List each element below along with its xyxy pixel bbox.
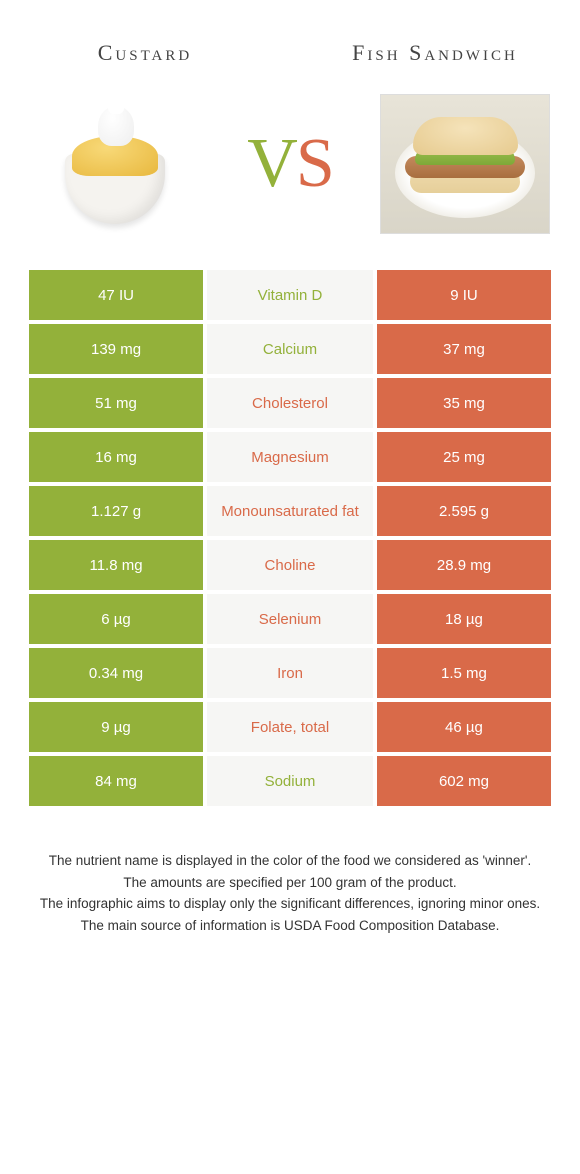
nutrient-label: Sodium bbox=[207, 756, 373, 806]
table-row: 6 µgSelenium18 µg bbox=[29, 594, 551, 644]
right-value: 18 µg bbox=[377, 594, 551, 644]
right-food-image bbox=[375, 91, 555, 236]
nutrient-label: Selenium bbox=[207, 594, 373, 644]
nutrient-label: Vitamin D bbox=[207, 270, 373, 320]
sandwich-icon bbox=[380, 94, 550, 234]
table-row: 9 µgFolate, total46 µg bbox=[29, 702, 551, 752]
vs-v: V bbox=[247, 125, 296, 202]
right-value: 37 mg bbox=[377, 324, 551, 374]
left-value: 84 mg bbox=[29, 756, 203, 806]
footer-line: The main source of information is USDA F… bbox=[31, 915, 549, 937]
table-row: 139 mgCalcium37 mg bbox=[29, 324, 551, 374]
nutrient-label: Iron bbox=[207, 648, 373, 698]
right-value: 1.5 mg bbox=[377, 648, 551, 698]
left-value: 0.34 mg bbox=[29, 648, 203, 698]
vs-s: S bbox=[296, 125, 333, 202]
header: Custard Fish Sandwich bbox=[25, 40, 555, 66]
nutrient-label: Folate, total bbox=[207, 702, 373, 752]
table-row: 51 mgCholesterol35 mg bbox=[29, 378, 551, 428]
table-row: 84 mgSodium602 mg bbox=[29, 756, 551, 806]
custard-icon bbox=[50, 104, 180, 224]
right-value: 602 mg bbox=[377, 756, 551, 806]
right-value: 25 mg bbox=[377, 432, 551, 482]
nutrient-label: Monounsaturated fat bbox=[207, 486, 373, 536]
images-row: VS bbox=[25, 91, 555, 236]
nutrient-label: Cholesterol bbox=[207, 378, 373, 428]
nutrient-label: Choline bbox=[207, 540, 373, 590]
right-food-title: Fish Sandwich bbox=[315, 40, 555, 66]
right-value: 35 mg bbox=[377, 378, 551, 428]
left-value: 16 mg bbox=[29, 432, 203, 482]
table-row: 47 IUVitamin D9 IU bbox=[29, 270, 551, 320]
left-value: 1.127 g bbox=[29, 486, 203, 536]
nutrient-table: 47 IUVitamin D9 IU139 mgCalcium37 mg51 m… bbox=[25, 266, 555, 810]
nutrient-label: Magnesium bbox=[207, 432, 373, 482]
table-row: 16 mgMagnesium25 mg bbox=[29, 432, 551, 482]
left-food-title: Custard bbox=[25, 40, 265, 66]
nutrient-label: Calcium bbox=[207, 324, 373, 374]
table-row: 0.34 mgIron1.5 mg bbox=[29, 648, 551, 698]
left-value: 6 µg bbox=[29, 594, 203, 644]
left-food-image bbox=[25, 91, 205, 236]
footer-notes: The nutrient name is displayed in the co… bbox=[25, 850, 555, 936]
footer-line: The amounts are specified per 100 gram o… bbox=[31, 872, 549, 894]
table-row: 11.8 mgCholine28.9 mg bbox=[29, 540, 551, 590]
left-value: 139 mg bbox=[29, 324, 203, 374]
left-value: 51 mg bbox=[29, 378, 203, 428]
vs-label: VS bbox=[247, 124, 333, 204]
right-value: 46 µg bbox=[377, 702, 551, 752]
right-value: 9 IU bbox=[377, 270, 551, 320]
left-value: 11.8 mg bbox=[29, 540, 203, 590]
footer-line: The nutrient name is displayed in the co… bbox=[31, 850, 549, 872]
right-value: 2.595 g bbox=[377, 486, 551, 536]
footer-line: The infographic aims to display only the… bbox=[31, 893, 549, 915]
left-value: 9 µg bbox=[29, 702, 203, 752]
left-value: 47 IU bbox=[29, 270, 203, 320]
table-row: 1.127 gMonounsaturated fat2.595 g bbox=[29, 486, 551, 536]
right-value: 28.9 mg bbox=[377, 540, 551, 590]
